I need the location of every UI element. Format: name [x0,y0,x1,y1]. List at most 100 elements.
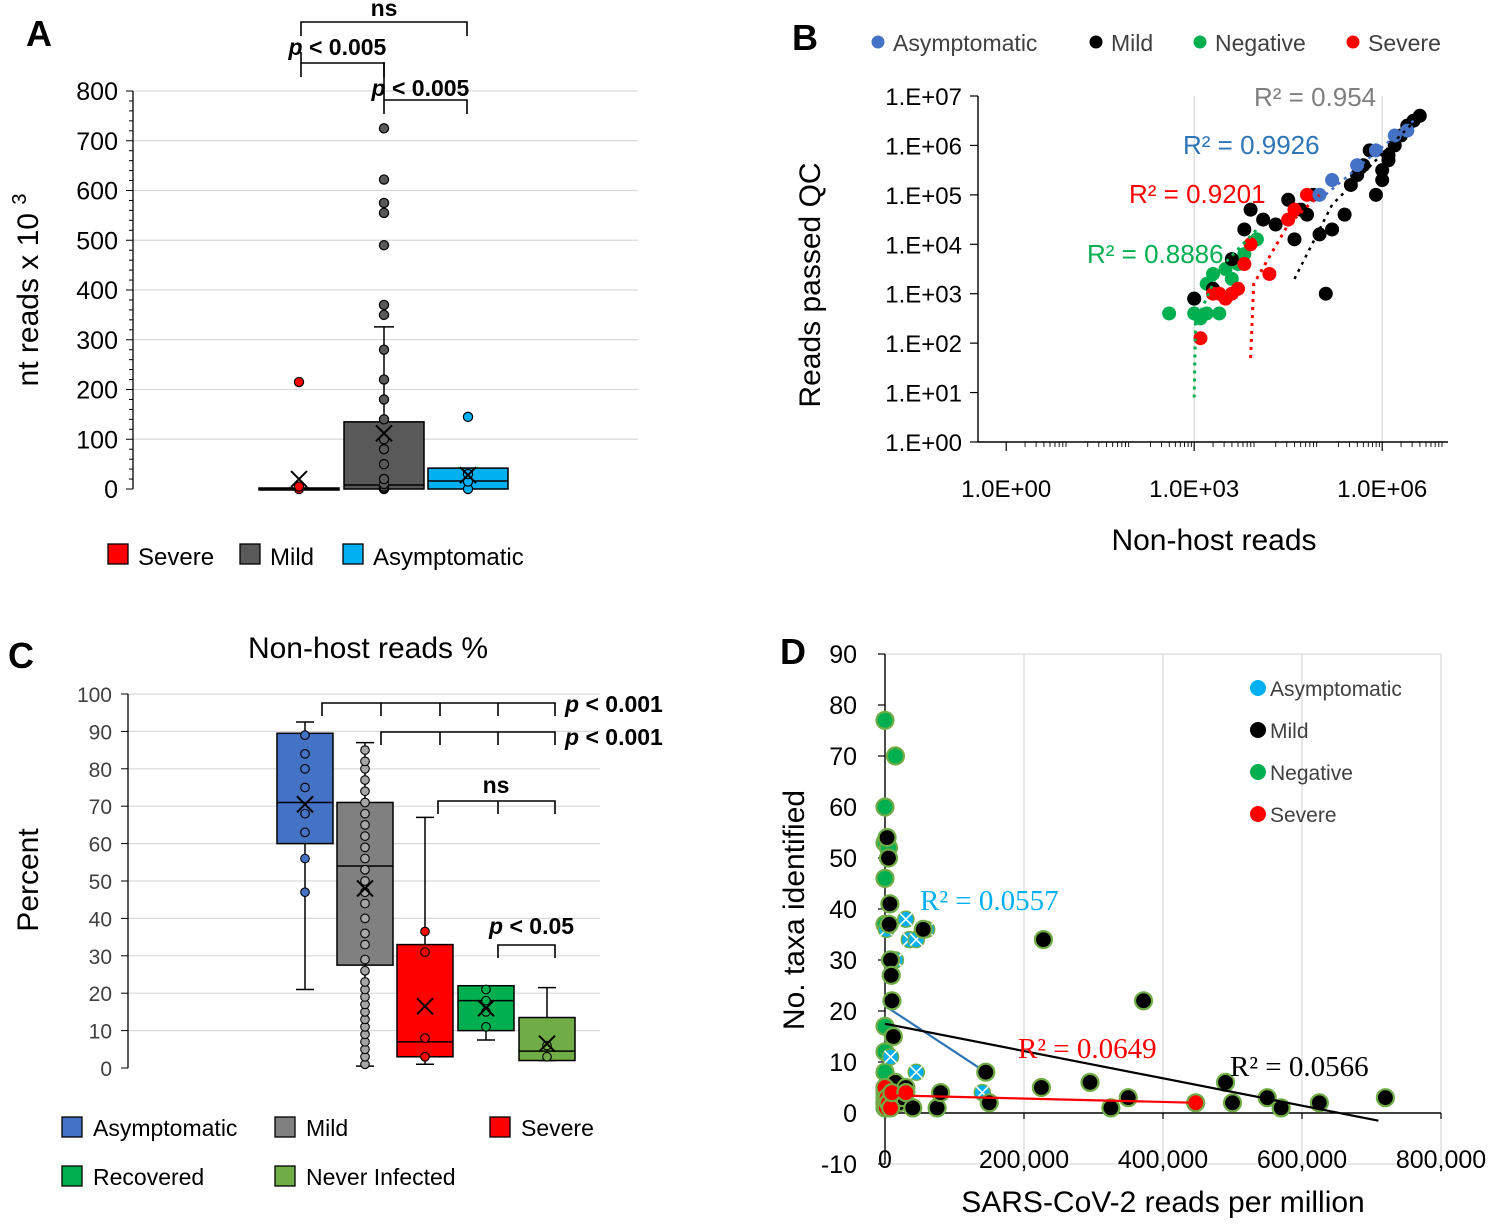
legend-swatch [61,1165,83,1187]
r2-label-asymptomatic: R² = 0.9926 [1183,130,1320,160]
data-point [542,1040,552,1051]
data-point [1031,1077,1051,1098]
legend-label: Asymptomatic [893,30,1037,56]
y-tick-label: 1.E+05 [885,183,962,210]
y-axis-title: No. taxa identified [778,790,811,1030]
y-axis-title: Reads passed QC [794,162,827,407]
y-tick-label: 70 [829,743,857,771]
data-point [420,1033,430,1043]
legend-label: Asymptomatic [1270,678,1402,701]
bracket-recovered-label: p < 0.05 [488,913,574,939]
legend-label: Asymptomatic [93,1115,237,1141]
legend-marker [871,35,885,49]
legend-label: Severe [521,1115,594,1141]
data-point [481,984,491,995]
data-point [378,458,390,470]
data-point [875,797,895,817]
panel-c: C Non-host reads % 0 10 20 30 40 50 60 70 80 90 100 P… [8,632,663,1190]
legend-label: Recovered [93,1164,204,1190]
data-point [875,710,895,730]
data-point [360,928,370,939]
x-axis-title: SARS-CoV-2 reads per million [961,1186,1365,1219]
legend-label: Severe [138,544,214,571]
legend-label: Mild [1111,30,1153,56]
y-tick-label: 700 [76,128,118,156]
y-tick-label: 50 [89,871,112,894]
data-point [1224,252,1239,267]
data-point [378,444,390,455]
data-point [300,827,310,838]
data-point [879,914,899,934]
data-point-marker [883,1050,898,1064]
data-point [378,414,390,425]
data-point [378,473,390,485]
bracket-mild-asymp-label: p < 0.005 [371,75,470,101]
y-tick-label: 30 [89,946,112,969]
data-point [420,1051,430,1062]
data-point [877,827,897,848]
y-tick-label: 600 [76,178,118,206]
box-severe [396,816,454,1066]
data-point [300,887,310,898]
data-point [1212,306,1227,321]
y-tick-label: 0 [104,476,118,504]
y-axis-title: Percent [12,828,45,932]
data-point [1231,281,1246,296]
legend-label: Negative [1215,30,1306,56]
data-point [378,299,390,311]
data-point [360,797,370,808]
legend-marker [1089,35,1103,49]
bracket-mild-label: p < 0.001 [564,724,663,750]
data-point [1318,286,1333,301]
y-tick-label: 800 [76,78,118,106]
mean-marker [416,997,434,1015]
data-point [1262,266,1277,281]
box-recovered [457,984,515,1041]
data-point [481,995,491,1006]
panel-letter: B [792,17,818,58]
trendline-asymptomatic [884,1004,987,1074]
y-tick-label: 200 [76,377,118,405]
data-point [1133,991,1154,1011]
box-mild [336,741,394,1070]
r2-label-asymptomatic: R² = 0.0557 [920,885,1059,917]
box-severe [258,376,340,495]
r2-label-mild: R² = 0.0566 [1230,1051,1369,1083]
data-point [976,1062,996,1082]
legend-swatch [342,543,364,565]
data-point [360,954,370,965]
r2-label-severe: R² = 0.9201 [1129,179,1266,209]
x-tick-label: 1.0E+06 [1337,476,1427,503]
y-tick-label: 70 [89,796,112,819]
mean-marker [296,795,314,814]
trendline-severe [884,1094,1198,1104]
panel-letter: C [8,635,34,676]
data-point [1237,222,1252,237]
legend-label: Severe [1270,804,1337,827]
y-axis-title: nt reads x 10 3 [9,194,45,387]
data-point [1368,187,1383,202]
data-point [360,842,370,853]
x-tick-label: 1.0E+00 [961,476,1051,503]
data-point [1118,1088,1138,1108]
panel-d: D -10 0 10 20 30 40 50 60 70 80 90 0 200,000 400,000 60… [778,631,1486,1219]
data-point [1325,222,1340,237]
data-point [378,344,390,355]
y-tick-label: 20 [89,983,112,1006]
box [518,1016,576,1062]
data-point [360,775,370,785]
data-point [300,782,310,793]
y-tick-label: 100 [76,426,118,454]
legend-label: Severe [1368,30,1441,56]
box-mild [343,123,425,495]
data-point [1162,306,1177,321]
bracket-asymptomatic [321,702,556,716]
x-tick-label: 1.0E+03 [1149,476,1239,503]
data-point [913,919,933,940]
data-point [542,1051,552,1062]
y-tick-label: 60 [829,794,857,822]
data-point [360,965,370,976]
mean-marker [375,424,393,442]
data-point [360,853,370,864]
